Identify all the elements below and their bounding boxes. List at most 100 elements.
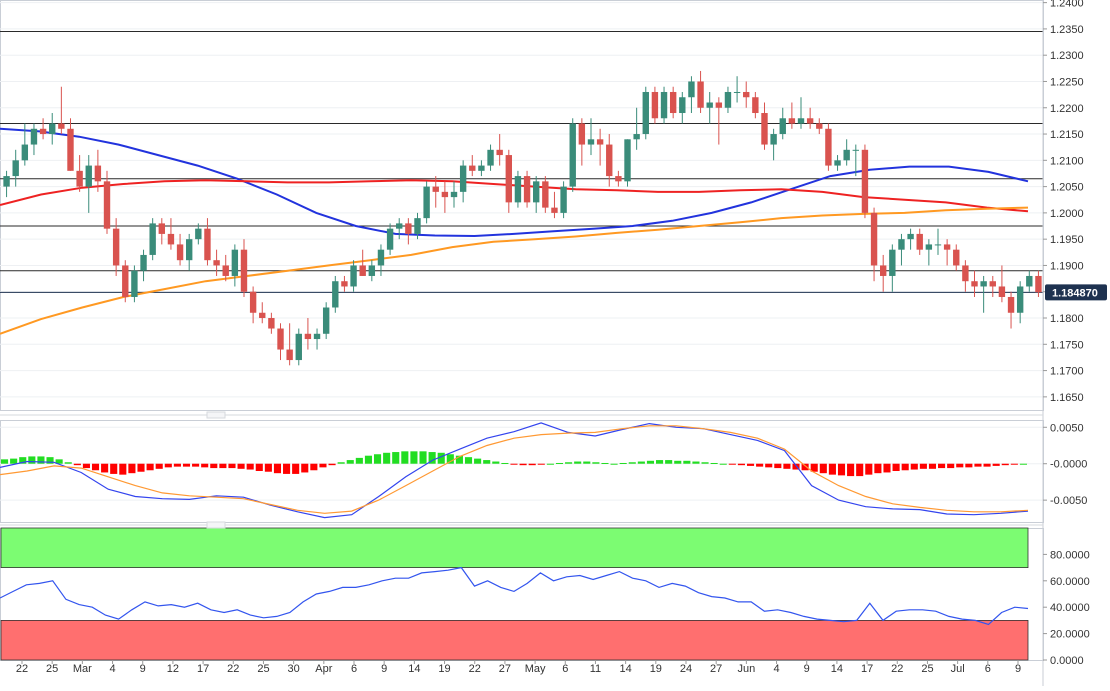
candle-body bbox=[889, 249, 896, 276]
candle-body bbox=[478, 165, 485, 171]
macd-histogram-bar bbox=[464, 457, 473, 464]
candle-body bbox=[852, 149, 859, 151]
candle-body bbox=[195, 228, 202, 240]
price-tick-label: 1.1650 bbox=[1050, 392, 1084, 404]
candle-body bbox=[587, 139, 595, 145]
candle-body bbox=[834, 160, 841, 166]
candle-body bbox=[377, 249, 385, 266]
macd-histogram-bar bbox=[810, 463, 818, 472]
candle-body bbox=[304, 333, 312, 340]
macd-histogram-bar bbox=[683, 460, 691, 464]
x-tick-label: 22 bbox=[227, 663, 239, 675]
candle-body bbox=[551, 207, 558, 213]
macd-histogram-bar bbox=[446, 454, 454, 464]
oscillator-tick-label: 0.0000 bbox=[1050, 655, 1084, 667]
macd-histogram-bar bbox=[974, 463, 982, 467]
candle-body bbox=[450, 191, 458, 198]
macd-histogram-bar bbox=[55, 459, 63, 464]
macd-histogram-bar bbox=[938, 463, 946, 469]
candle-body bbox=[496, 149, 503, 156]
macd-histogram-bar bbox=[565, 462, 573, 464]
x-tick-label: Jun bbox=[737, 663, 755, 675]
macd-histogram-bar bbox=[292, 463, 300, 474]
candle-body bbox=[743, 91, 750, 98]
macd-line bbox=[0, 422, 1029, 519]
macd-histogram-bar bbox=[328, 463, 336, 466]
macd-histogram-bar bbox=[373, 454, 382, 464]
macd-histogram-bar bbox=[919, 463, 927, 469]
candle-body bbox=[916, 233, 923, 250]
candle-body bbox=[186, 239, 193, 261]
candle-body bbox=[606, 144, 613, 177]
price-tick-label: 1.2100 bbox=[1050, 155, 1084, 167]
candle-body bbox=[39, 128, 47, 135]
x-tick-label: 9 bbox=[140, 663, 146, 675]
candle-body bbox=[131, 270, 138, 297]
x-tick-label: 12 bbox=[167, 663, 179, 675]
candle-body bbox=[149, 223, 156, 255]
candle-body bbox=[578, 123, 586, 145]
macd-histogram-bar bbox=[528, 463, 536, 466]
macd-histogram-bar bbox=[537, 463, 545, 465]
macd-histogram-bar bbox=[592, 462, 600, 464]
candle-body bbox=[533, 181, 540, 203]
macd-histogram-bar bbox=[583, 461, 591, 464]
macd-histogram-bar bbox=[674, 460, 682, 464]
candle-body bbox=[322, 307, 330, 334]
x-tick-label: 22 bbox=[891, 663, 903, 675]
current-price-badge bbox=[1045, 284, 1107, 301]
macd-histogram-bar bbox=[610, 463, 618, 465]
candle-body bbox=[414, 218, 421, 234]
oscillator-tick-label: 80.0000 bbox=[1050, 549, 1090, 561]
price-tick-label: 1.1900 bbox=[1050, 260, 1084, 272]
macd-histogram-bar bbox=[665, 460, 673, 464]
candle-body bbox=[213, 260, 220, 266]
candle-body bbox=[679, 97, 686, 114]
macd-histogram-bar bbox=[91, 463, 100, 471]
candle-body bbox=[907, 233, 914, 240]
macd-histogram-bar bbox=[283, 463, 291, 474]
candle-body bbox=[925, 244, 933, 250]
candle-body bbox=[249, 291, 257, 313]
macd-histogram-bar bbox=[510, 463, 518, 465]
candle-body bbox=[459, 165, 467, 192]
pane-resize-handle[interactable] bbox=[206, 411, 226, 419]
macd-line bbox=[0, 425, 1029, 514]
macd-histogram-bar bbox=[519, 463, 527, 466]
macd-histogram-bar bbox=[137, 463, 145, 472]
moving-average-line bbox=[0, 179, 1029, 213]
macd-histogram-bar bbox=[574, 461, 582, 464]
price-tick-label: 1.1950 bbox=[1050, 234, 1084, 246]
candle-body bbox=[779, 118, 786, 135]
candle-body bbox=[697, 81, 704, 108]
candle-body bbox=[542, 181, 549, 208]
candle-body bbox=[651, 91, 659, 119]
macd-histogram-bar bbox=[546, 463, 554, 465]
candle-body bbox=[58, 123, 65, 129]
macd-histogram-bar bbox=[19, 457, 27, 464]
macd-histogram-bar bbox=[110, 463, 118, 474]
macd-histogram-bar bbox=[219, 463, 227, 469]
macd-tick-label: -0.0050 bbox=[1050, 495, 1087, 507]
macd-histogram-bar bbox=[255, 463, 263, 471]
x-tick-label: 19 bbox=[438, 663, 450, 675]
candle-body bbox=[943, 244, 951, 250]
oscillator-line bbox=[0, 566, 1029, 626]
candle-body bbox=[669, 91, 677, 114]
x-tick-label: 14 bbox=[408, 663, 420, 675]
macd-histogram-bar bbox=[837, 463, 846, 476]
pane-resize-handle[interactable] bbox=[206, 521, 226, 529]
macd-histogram-bar bbox=[82, 463, 90, 469]
macd-histogram-bar bbox=[64, 462, 72, 464]
candle-body bbox=[259, 312, 266, 319]
macd-histogram-bar bbox=[401, 451, 409, 464]
macd-histogram-bar bbox=[364, 455, 372, 464]
macd-histogram-bar bbox=[637, 461, 645, 464]
candle-body bbox=[523, 176, 531, 203]
candle-body bbox=[514, 176, 522, 203]
macd-histogram-bar bbox=[101, 463, 109, 473]
x-tick-label: 25 bbox=[257, 663, 269, 675]
x-tick-label: 24 bbox=[680, 663, 692, 675]
candle-body bbox=[49, 123, 56, 135]
